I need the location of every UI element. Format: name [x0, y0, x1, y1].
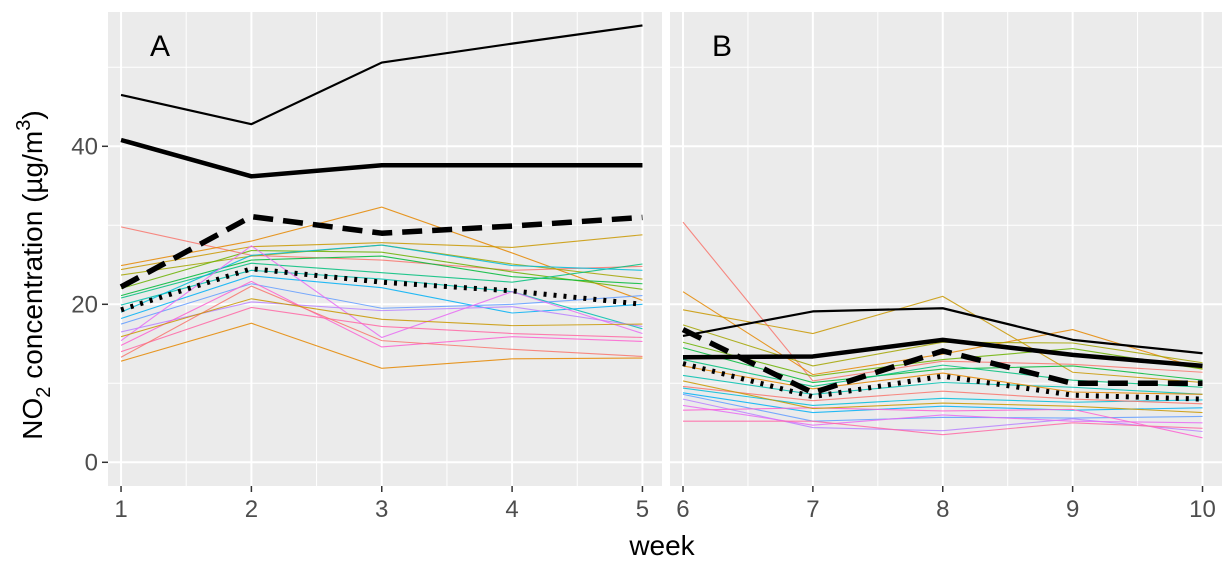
summary-line-dotted	[120, 266, 643, 313]
series-line	[682, 221, 1203, 382]
series-line	[682, 365, 1203, 395]
series-line	[120, 250, 643, 290]
summary-line-solid-thin	[682, 307, 1203, 355]
summary-line-dashed	[119, 213, 643, 290]
panel-b: B 6 7 8 9 10	[670, 12, 1222, 523]
panel-background	[108, 12, 662, 486]
series-line	[682, 404, 1203, 426]
series-line	[120, 245, 643, 342]
series-line	[682, 380, 1203, 414]
series-line	[120, 285, 643, 358]
series-line	[682, 291, 1203, 376]
x-tick-label: 1	[114, 496, 127, 523]
series-line	[682, 407, 1203, 439]
x-tick-label: 7	[806, 496, 819, 523]
summary-line-dashed	[681, 327, 1203, 396]
summary-line-solid-thin	[120, 24, 643, 126]
series-line	[120, 283, 643, 325]
series-line	[120, 298, 643, 338]
x-tick-label: 9	[1066, 496, 1079, 523]
series-line	[682, 341, 1203, 377]
x-tick-label: 8	[936, 496, 949, 523]
series-line	[120, 275, 643, 320]
panel-label: B	[712, 30, 732, 63]
x-tick-label: 4	[505, 496, 518, 523]
series-line	[120, 280, 643, 348]
x-axis-title: week	[628, 530, 695, 561]
summary-line-solid-thick	[120, 137, 643, 179]
x-tick-label: 5	[636, 496, 649, 523]
panel-label: A	[150, 30, 170, 63]
y-tick-label: 20	[71, 291, 98, 318]
x-tick-label: 3	[375, 496, 388, 523]
panel-background	[670, 12, 1222, 486]
y-tick-label: 0	[85, 449, 98, 476]
series-line	[682, 324, 1203, 367]
series-line	[682, 374, 1203, 395]
series-line	[120, 234, 643, 271]
series-line	[682, 393, 1203, 422]
series-line	[682, 385, 1203, 405]
x-tick-label: 10	[1189, 496, 1216, 523]
series-line	[682, 420, 1203, 436]
y-tick-label: 40	[71, 133, 98, 160]
y-axis-title: NO2 concentration (µg/m3)	[13, 110, 55, 439]
summary-line-solid-thick	[682, 337, 1203, 369]
series-line	[120, 322, 643, 369]
series-line	[120, 255, 643, 297]
series-line	[682, 295, 1203, 384]
x-tick-label: 2	[245, 496, 258, 523]
summary-line-dotted	[682, 361, 1203, 402]
y-axis: 0 20 40	[71, 133, 108, 476]
series-line	[682, 392, 1203, 414]
panel-a: A 1 2 3 4 5	[108, 12, 662, 523]
series-line	[120, 306, 643, 353]
series-line	[120, 244, 643, 313]
x-tick-label: 6	[676, 496, 689, 523]
